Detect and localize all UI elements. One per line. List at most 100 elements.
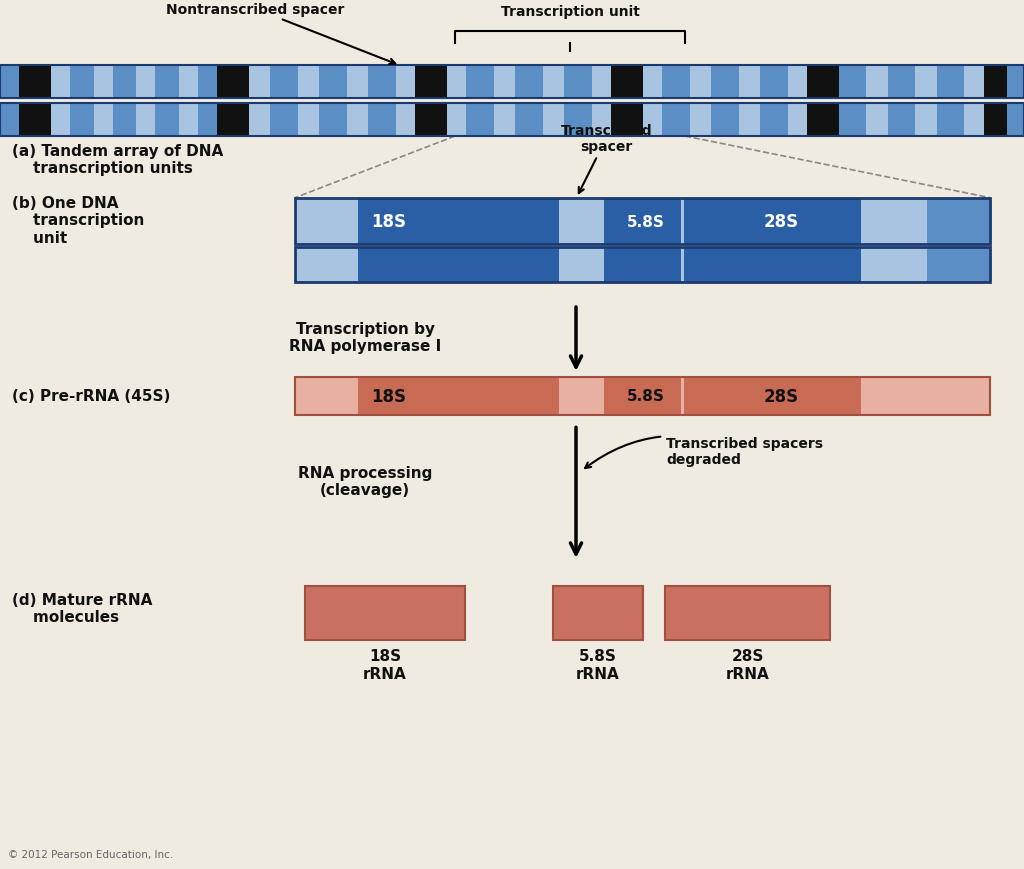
- Bar: [319, 104, 347, 137]
- Bar: [928, 249, 990, 283]
- Text: © 2012 Pearson Education, Inc.: © 2012 Pearson Education, Inc.: [8, 849, 173, 859]
- Text: 5.8S
rRNA: 5.8S rRNA: [577, 648, 620, 680]
- Bar: [643, 104, 663, 137]
- Text: 18S: 18S: [372, 388, 407, 405]
- Bar: [760, 104, 787, 137]
- Bar: [866, 66, 888, 99]
- Bar: [787, 104, 807, 137]
- Text: 5.8S: 5.8S: [627, 215, 665, 229]
- Bar: [866, 104, 888, 137]
- Bar: [983, 104, 1007, 137]
- Bar: [1007, 104, 1024, 137]
- Bar: [319, 66, 347, 99]
- Bar: [559, 249, 604, 283]
- Text: 5.8S: 5.8S: [627, 388, 665, 403]
- Bar: [663, 104, 690, 137]
- Bar: [681, 198, 684, 245]
- Bar: [295, 249, 357, 283]
- Bar: [357, 249, 559, 283]
- Bar: [136, 66, 156, 99]
- Text: RNA processing
(cleavage): RNA processing (cleavage): [298, 466, 432, 498]
- Bar: [711, 104, 738, 137]
- Bar: [93, 104, 113, 137]
- Bar: [51, 66, 71, 99]
- Text: Transcribed
spacer: Transcribed spacer: [561, 123, 652, 194]
- Bar: [0, 66, 19, 99]
- Bar: [928, 377, 990, 415]
- Bar: [466, 104, 494, 137]
- Bar: [807, 104, 839, 137]
- Bar: [51, 104, 71, 137]
- Bar: [136, 104, 156, 137]
- Bar: [592, 104, 611, 137]
- Bar: [466, 66, 494, 99]
- Bar: [807, 66, 839, 99]
- Bar: [295, 249, 990, 283]
- Bar: [0, 104, 19, 137]
- Bar: [1007, 66, 1024, 99]
- Text: (d) Mature rRNA
    molecules: (d) Mature rRNA molecules: [12, 592, 153, 625]
- Bar: [0, 66, 1024, 99]
- Bar: [369, 104, 396, 137]
- Bar: [396, 104, 415, 137]
- Bar: [839, 66, 866, 99]
- Bar: [787, 66, 807, 99]
- Bar: [71, 104, 93, 137]
- Bar: [71, 66, 93, 99]
- Bar: [515, 66, 543, 99]
- Bar: [295, 198, 357, 245]
- Bar: [543, 104, 564, 137]
- Text: 28S: 28S: [764, 213, 799, 231]
- Bar: [915, 66, 937, 99]
- Bar: [760, 66, 787, 99]
- Bar: [298, 66, 319, 99]
- Bar: [156, 66, 179, 99]
- Bar: [447, 66, 466, 99]
- Text: Transcription by
RNA polymerase I: Transcription by RNA polymerase I: [289, 322, 441, 354]
- Bar: [396, 66, 415, 99]
- Bar: [553, 586, 643, 640]
- Bar: [305, 586, 465, 640]
- Bar: [447, 104, 466, 137]
- Bar: [604, 377, 681, 415]
- Bar: [0, 104, 1024, 137]
- Bar: [611, 104, 643, 137]
- Text: 18S
rRNA: 18S rRNA: [364, 648, 407, 680]
- Text: Nontranscribed spacer: Nontranscribed spacer: [166, 3, 395, 65]
- Bar: [19, 66, 51, 99]
- Bar: [347, 104, 369, 137]
- Bar: [690, 104, 711, 137]
- Bar: [415, 66, 447, 99]
- Bar: [347, 66, 369, 99]
- Bar: [19, 104, 51, 137]
- Bar: [937, 104, 965, 137]
- Bar: [93, 66, 113, 99]
- Bar: [113, 66, 136, 99]
- Bar: [888, 66, 915, 99]
- Bar: [915, 104, 937, 137]
- Bar: [295, 198, 990, 245]
- Bar: [684, 377, 861, 415]
- Bar: [888, 104, 915, 137]
- Bar: [217, 66, 249, 99]
- Bar: [839, 104, 866, 137]
- Bar: [592, 66, 611, 99]
- Bar: [965, 66, 983, 99]
- Text: (c) Pre-rRNA (45S): (c) Pre-rRNA (45S): [12, 388, 170, 403]
- Text: Transcribed spacers
degraded: Transcribed spacers degraded: [585, 437, 823, 468]
- Text: 28S: 28S: [764, 388, 799, 405]
- Bar: [690, 66, 711, 99]
- Bar: [494, 66, 515, 99]
- Bar: [515, 104, 543, 137]
- Bar: [217, 104, 249, 137]
- Bar: [611, 66, 643, 99]
- Bar: [711, 66, 738, 99]
- Bar: [738, 104, 760, 137]
- Bar: [369, 66, 396, 99]
- Text: 18S: 18S: [372, 213, 407, 231]
- Bar: [198, 66, 217, 99]
- Bar: [543, 66, 564, 99]
- Bar: [249, 104, 270, 137]
- Bar: [928, 198, 990, 245]
- Bar: [738, 66, 760, 99]
